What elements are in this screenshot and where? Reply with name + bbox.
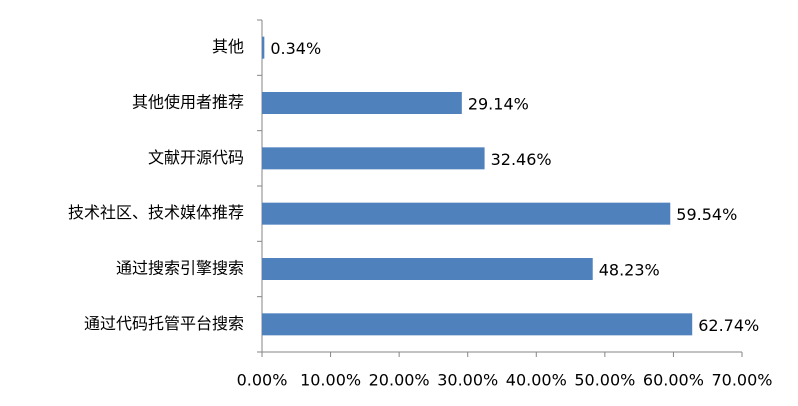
x-tick-label: 10.00% xyxy=(300,371,361,390)
y-tick-label: 文献开源代码 xyxy=(148,148,244,167)
value-label: 29.14% xyxy=(468,95,529,114)
value-label: 0.34% xyxy=(270,39,321,58)
y-tick-label: 技术社区、技术媒体推荐 xyxy=(68,203,244,222)
y-tick-label: 通过搜索引擎搜索 xyxy=(116,259,244,278)
value-label: 32.46% xyxy=(491,150,552,169)
x-tick-label: 40.00% xyxy=(506,371,567,390)
bar xyxy=(262,36,265,59)
x-tick-label: 30.00% xyxy=(437,371,498,390)
value-label: 62.74% xyxy=(698,316,759,335)
x-tick-label: 0.00% xyxy=(237,371,288,390)
x-tick-label: 60.00% xyxy=(643,371,704,390)
bar xyxy=(262,313,693,336)
value-label: 59.54% xyxy=(676,205,737,224)
bar xyxy=(262,258,593,280)
bar xyxy=(262,202,671,225)
x-tick-label: 20.00% xyxy=(369,371,430,390)
y-tick-label: 其他 xyxy=(212,37,244,56)
bar xyxy=(262,147,485,170)
x-tick-label: 50.00% xyxy=(574,371,635,390)
y-tick-label: 其他使用者推荐 xyxy=(132,93,244,112)
value-label: 48.23% xyxy=(599,261,660,280)
y-tick-label: 通过代码托管平台搜索 xyxy=(84,314,244,333)
bar xyxy=(262,92,462,114)
x-tick-label: 70.00% xyxy=(711,371,772,390)
